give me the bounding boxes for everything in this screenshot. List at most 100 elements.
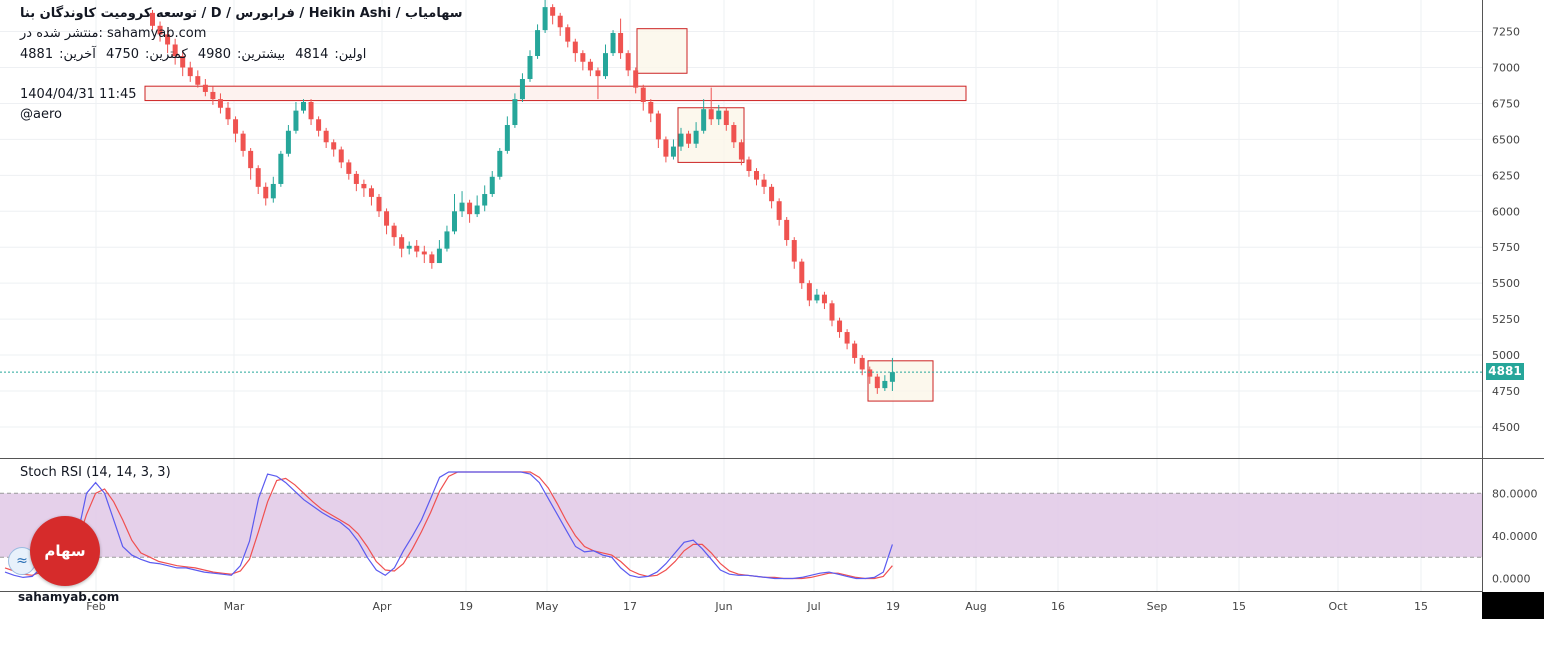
candle (889, 357, 895, 391)
candle (346, 159, 352, 180)
chart-canvas[interactable]: 7250 7000 6750 6500 6250 6000 5750 5500 5250 5000… (0, 0, 1544, 619)
candle-body (165, 34, 171, 45)
candle (844, 329, 850, 350)
candle (776, 198, 782, 226)
candle-body (429, 254, 435, 264)
stoch-rsi-pane[interactable] (0, 471, 1482, 580)
candle-body (406, 245, 412, 249)
candle (640, 84, 646, 111)
candle (731, 122, 737, 149)
candle-body (512, 99, 518, 126)
time-tick-label: May (536, 600, 559, 613)
time-axis[interactable]: Feb Mar Apr 19 May 17 Jun Jul 19 Aug 16 Sep 15 Oct 15 (0, 591, 1482, 614)
candle-body (738, 142, 744, 160)
candle-body (195, 76, 201, 85)
candle (512, 93, 518, 128)
support-resistance-zone (144, 85, 967, 102)
candle-body (384, 211, 390, 226)
candle-body (693, 130, 699, 144)
candle-body (603, 53, 608, 77)
candle (331, 139, 337, 157)
rsi-tick-label: 80.0000 (1492, 487, 1538, 500)
time-tick-label: Jun (714, 600, 732, 613)
candle (225, 102, 231, 126)
candle (572, 38, 578, 62)
candle-body (278, 153, 284, 184)
candle-body (421, 251, 427, 255)
candle-body (391, 225, 397, 238)
candle-body (202, 84, 208, 92)
candle-body (157, 25, 163, 35)
candle (210, 86, 216, 105)
candle-body (474, 205, 480, 215)
candle-body (889, 372, 895, 382)
candle (859, 355, 865, 376)
candle (542, 0, 548, 33)
candle-body (550, 7, 556, 16)
candle (587, 58, 593, 77)
stoch-rsi-k-line (4, 471, 893, 580)
candle (648, 99, 654, 123)
candle-body (663, 139, 669, 157)
price-axis[interactable]: 7250 7000 6750 6500 6250 6000 5750 5500 5250 5000… (1482, 0, 1538, 592)
price-tick-label: 7000 (1492, 62, 1520, 75)
candle (670, 139, 676, 160)
candle (837, 317, 843, 338)
candle-body (263, 186, 269, 199)
candle (278, 150, 284, 187)
candle-body (640, 87, 646, 103)
candle (429, 251, 435, 269)
candle-body (527, 55, 533, 80)
candle-body (565, 27, 571, 42)
candle-body (572, 41, 578, 54)
price-tick-label: 6750 (1492, 97, 1520, 110)
candle (414, 240, 420, 258)
candle (187, 61, 193, 82)
price-tick-label: 5250 (1492, 313, 1520, 326)
candle (633, 67, 639, 94)
candle (195, 70, 201, 88)
overbought-oversold-band (0, 493, 1482, 558)
candle-body (285, 130, 291, 154)
candle-body (217, 99, 223, 108)
time-tick-label: 19 (459, 600, 473, 613)
time-tick-label: 16 (1051, 600, 1065, 613)
indicator-title[interactable]: Stoch RSI (14, 14, 3, 3) (20, 465, 171, 480)
candle (618, 18, 624, 59)
candle-body (240, 133, 246, 151)
candle (550, 4, 556, 25)
candle (240, 130, 246, 157)
published-on: منتشر شده در: sahamyab.com (20, 26, 207, 41)
candle-body (233, 119, 239, 134)
candle (678, 127, 684, 151)
candlestick-series[interactable] (150, 0, 895, 394)
candle-body (769, 186, 775, 202)
candle-body (489, 176, 495, 195)
candle-body (225, 107, 231, 120)
candle-body (557, 15, 563, 28)
time-tick-label: Sep (1147, 600, 1168, 613)
candle-body (497, 150, 503, 177)
candle (693, 122, 699, 149)
candle (535, 24, 541, 59)
candle (301, 99, 306, 114)
time-tick-label: 15 (1414, 600, 1428, 613)
candle (308, 99, 314, 126)
candle (852, 340, 858, 364)
candle (791, 237, 797, 269)
candle-body (731, 125, 737, 143)
time-tick-label: Aug (965, 600, 986, 613)
ohlc-readout: اولین: 4814 بیشترین: 4980 کمترین: 4750 آخری… (20, 47, 372, 62)
candle (519, 73, 525, 103)
candle (157, 21, 163, 42)
candle (829, 300, 835, 327)
candle-body (754, 171, 759, 180)
time-tick-label: Jul (806, 600, 820, 613)
candle (165, 30, 171, 54)
candle (655, 110, 661, 149)
candle-body (331, 142, 337, 150)
candle-body (504, 125, 510, 151)
candle (784, 217, 790, 246)
candle (376, 194, 382, 218)
candle (603, 44, 608, 80)
